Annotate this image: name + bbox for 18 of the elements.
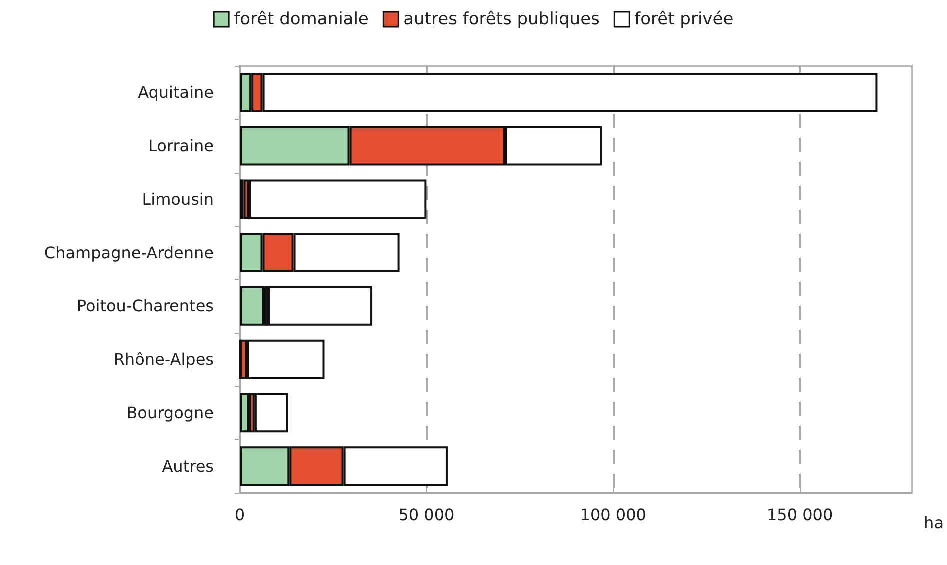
legend-label: autres forêts publiques: [404, 10, 600, 30]
x-axis-title: ha: [924, 514, 944, 532]
x-tick-label: 150 000: [766, 506, 834, 524]
y-tick-label: Rhône-Alpes: [114, 350, 214, 370]
y-tick-label: Champagne-Ardenne: [44, 243, 214, 262]
y-tick-label: Autres: [162, 456, 214, 476]
y-tick-label: Limousin: [142, 190, 214, 209]
y-tick-label: Lorraine: [148, 136, 214, 156]
y-tick-label: Aquitaine: [138, 83, 214, 102]
x-tick-label: 50 000: [398, 506, 455, 524]
bar: [268, 286, 373, 326]
legend-label: forêt privée: [634, 10, 734, 30]
x-tick-label: 0: [234, 506, 246, 524]
x-tick-label: 100 000: [580, 506, 646, 524]
y-tick-label: Bourgogne: [126, 403, 214, 422]
bar: [240, 286, 264, 326]
y-tick-label: Poitou-Charentes: [76, 296, 214, 316]
legend-label: forêt domaniale: [234, 10, 369, 30]
